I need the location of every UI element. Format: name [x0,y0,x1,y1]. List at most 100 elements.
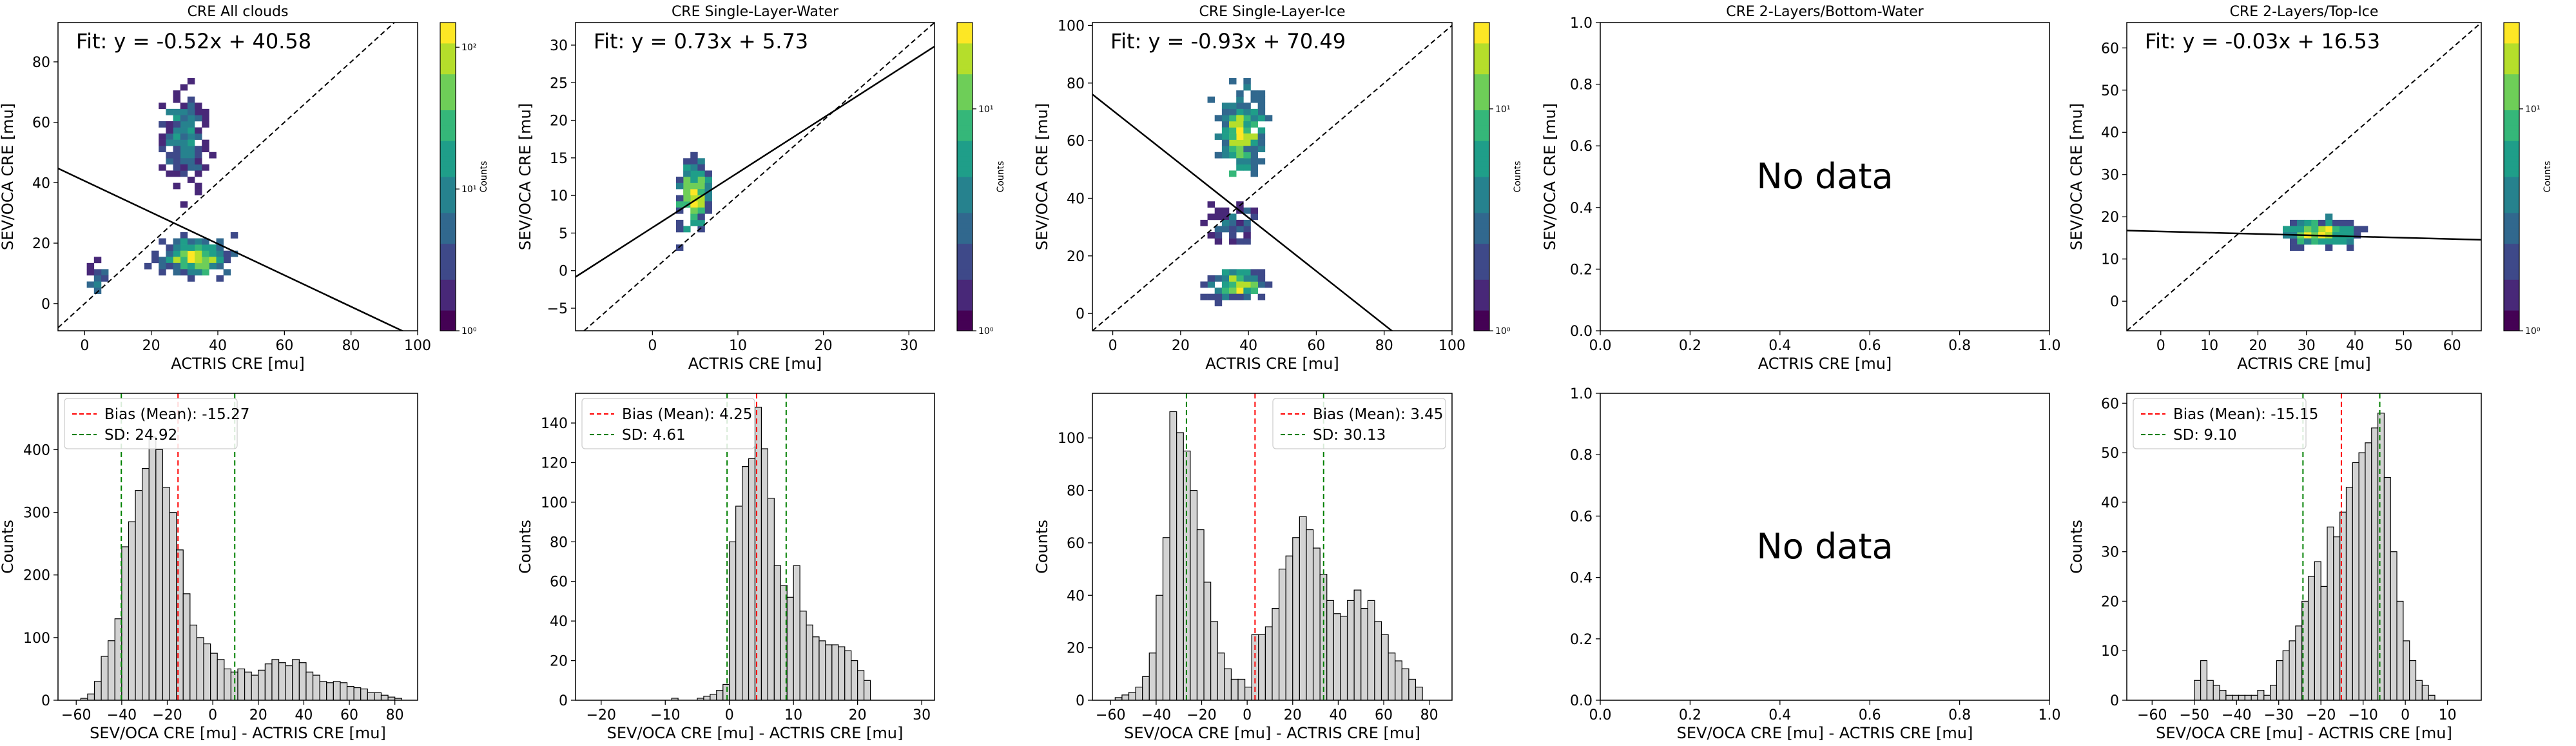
hist-bar [1299,516,1307,700]
heatmap-cell [697,226,705,233]
y-tick-label: −5 [547,301,568,317]
heatmap-cell [683,164,691,171]
heatmap-cell [2311,238,2319,245]
heatmap-cell [1229,133,1237,140]
heatmap-cell [173,170,181,177]
hist-bar [319,681,327,700]
y-tick-label: 0.8 [1570,447,1593,464]
heatmap-cell [1221,226,1230,233]
y-tick-label: 40 [1067,588,1085,604]
hist-bar [108,640,115,700]
heatmap-cell [159,164,166,171]
hist-bar [2257,690,2265,700]
heatmap-cell [1243,238,1251,245]
panel-scatter-sli: CRE Single-Layer-Ice Fit: y = -0.93x + 70… [1033,4,1523,373]
heatmap-cell [187,177,195,183]
heatmap-cell [2347,219,2354,226]
colorbar-step [1474,120,1489,126]
x-tick-label: 80 [386,707,404,723]
y-tick-label: 200 [23,568,50,584]
colorbar-step [440,320,456,326]
colorbar-step [957,259,973,264]
y-tick-label: 40 [2101,495,2119,511]
heatmap-cell [166,121,173,128]
heatmap-cell [209,250,217,257]
x-tick-label: −60 [1096,707,1125,723]
heatmap-cell [1250,213,1258,221]
x-tick-label: 20 [2249,338,2267,354]
x-axis-label: SEV/OCA CRE [mu] - ACTRIS CRE [mu] [607,724,904,742]
hist-bar [298,662,307,700]
colorbar-step [2504,295,2519,300]
heatmap-cell [1264,281,1273,288]
heatmap-cell [2297,219,2305,226]
colorbar-step [1474,191,1489,198]
colorbar-step [957,197,973,203]
hist-bar [1169,411,1177,700]
colorbar-step [1474,217,1489,224]
x-tick-label: 0 [1243,707,1252,723]
x-tick-label: 20 [849,707,867,723]
colorbar-step [957,228,973,234]
heatmap-cell [1229,232,1237,239]
colorbar-step [1474,320,1489,326]
heatmap-cell [180,170,188,177]
colorbar-step [440,156,456,162]
heatmap-cell [1236,121,1244,128]
x-tick-label: 100 [404,338,431,354]
heatmap-cell [1243,158,1251,165]
heatmap-cell [101,269,109,276]
heatmap-cell [209,152,217,159]
colorbar: 10⁰ 10¹ 10² Counts [440,22,489,337]
heatmap-cell [1214,238,1223,245]
y-axis-label: Counts [516,520,534,574]
x-tick-label: −60 [61,707,91,723]
heatmap-cell [1257,158,1266,165]
legend: Bias (Mean): -15.15 SD: 9.10 [2133,398,2318,449]
hist-bar [155,449,164,700]
hist-bar [1244,687,1252,700]
colorbar-frame [2503,22,2520,331]
y-tick-label: 400 [23,442,50,458]
colorbar-step [1474,279,1489,285]
hist-bar [1388,653,1396,700]
heatmap-cell [187,96,195,103]
x-tick-label: 1.0 [2039,707,2061,723]
colorbar-step [1474,243,1489,250]
colorbar-step [2504,53,2519,59]
heatmap-cell [180,269,188,276]
hist-bar [1148,653,1157,700]
hist-bar [1162,537,1170,700]
colorbar-step [957,279,973,285]
colorbar-step [440,115,456,121]
x-tick-label: 30 [913,707,931,723]
heatmap-cell [1257,139,1266,146]
colorbar-step [1474,305,1489,311]
x-tick-label: −10 [650,707,680,723]
panel-scatter-slw: CRE Single-Layer-Water Fit: y = 0.73x + 5… [516,4,1006,373]
hist-bar [2213,685,2220,700]
colorbar-tick-label: 10¹ [1495,104,1510,115]
heatmap-cell [1236,133,1244,140]
colorbar-label: Counts [2542,161,2553,193]
heatmap-cell [1229,108,1237,115]
legend: Bias (Mean): 4.25 SD: 4.61 [581,398,755,449]
hist-bar [806,624,813,700]
hist-bar [1292,537,1300,700]
colorbar-label: Counts [1513,161,1523,193]
colorbar-step [1474,125,1489,131]
heatmap-cell [1257,146,1266,153]
x-tick-label: 10 [784,707,802,723]
colorbar-step [1474,99,1489,105]
hist-bar [2307,576,2315,700]
colorbar-step [2504,238,2519,244]
one-to-one-line [2127,23,2481,331]
x-tick-label: 40 [2346,338,2364,354]
colorbar-step [440,202,456,208]
colorbar-step [440,284,456,290]
heatmap-cell [187,146,195,153]
heatmap-cell [173,146,181,153]
colorbar-frame [440,22,456,331]
heatmap-cell [2339,226,2347,233]
